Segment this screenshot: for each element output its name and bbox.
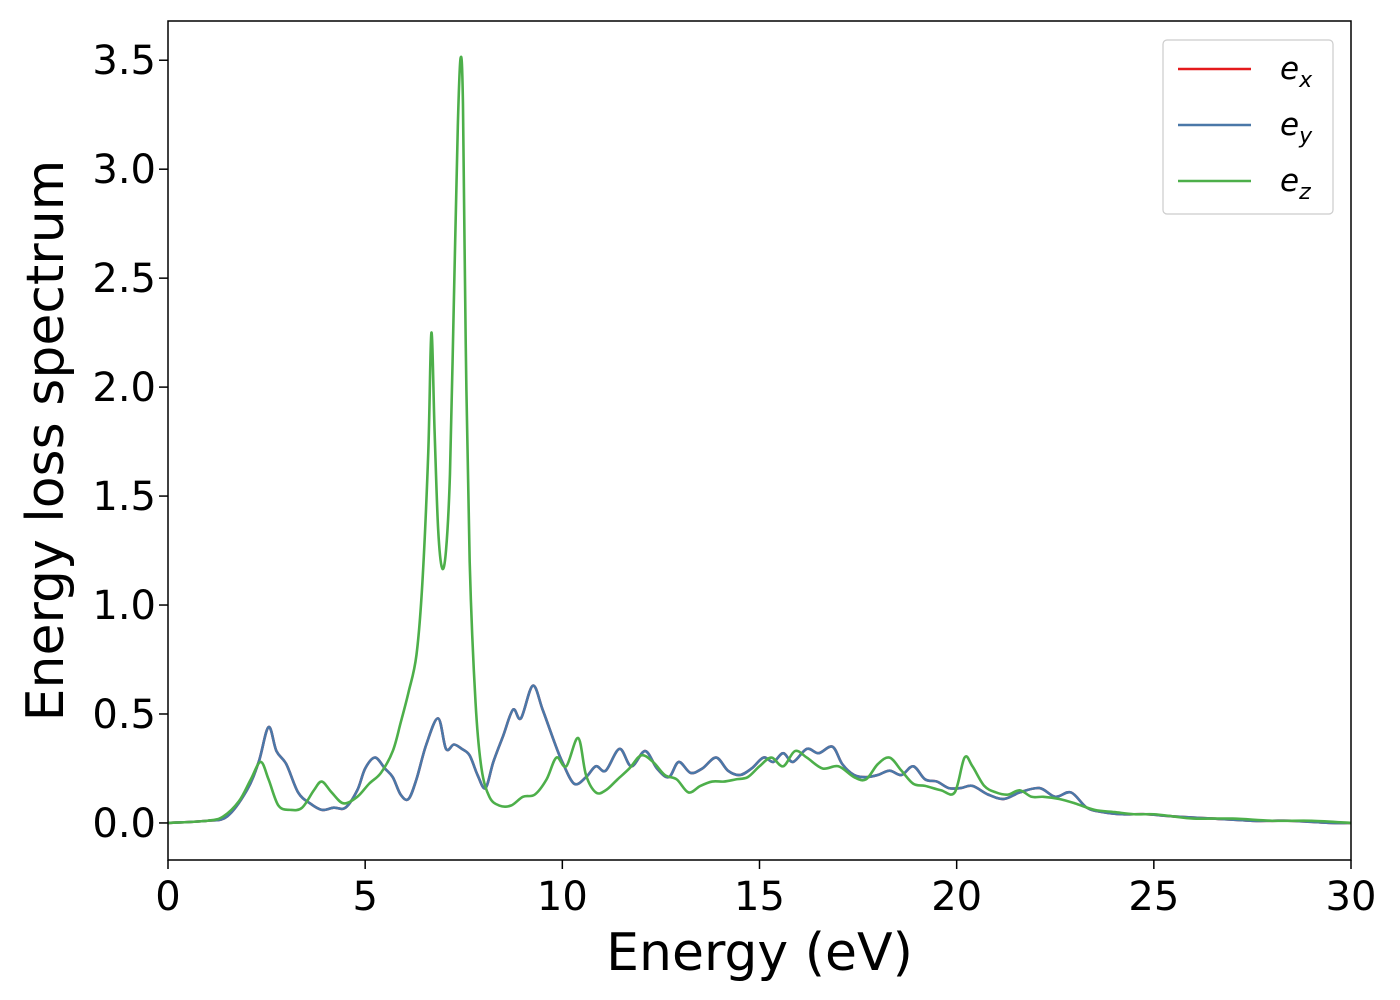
y-tick-label: 0.0: [92, 801, 156, 847]
legend-box: [1162, 39, 1334, 215]
x-tick-label: 10: [537, 874, 588, 920]
y-axis-label: Energy loss spectrum: [16, 160, 76, 722]
series-line-e-y: [168, 684, 1351, 825]
y-axis-ticks: 0.0 0.5 1.0 1.5 2.0 2.5 3.0 3.5: [92, 38, 168, 847]
x-axis-label: Energy (eV): [606, 923, 913, 983]
y-tick-label: 3.5: [92, 38, 156, 84]
legend-label-x: ex: [1280, 51, 1313, 93]
x-tick-label: 25: [1128, 874, 1179, 920]
y-tick-label: 0.5: [92, 692, 156, 738]
y-tick-label: 1.5: [92, 474, 156, 520]
series-line-e-z: [168, 55, 1351, 825]
x-tick-label: 30: [1326, 874, 1377, 920]
x-tick-label: 0: [155, 874, 180, 920]
legend-label-y: ey: [1280, 107, 1313, 149]
x-tick-label: 20: [931, 874, 982, 920]
x-tick-label: 15: [734, 874, 785, 920]
y-tick-label: 1.0: [92, 583, 156, 629]
y-tick-label: 3.0: [92, 147, 156, 193]
legend: ex ey ez: [1162, 39, 1334, 215]
x-axis-ticks: 0 5 10 15 20 25 30: [155, 860, 1376, 920]
legend-label-z: ez: [1280, 163, 1311, 205]
x-tick-label: 5: [352, 874, 377, 920]
plot-area: [168, 55, 1351, 825]
y-tick-label: 2.5: [92, 256, 156, 302]
y-tick-label: 2.0: [92, 365, 156, 411]
